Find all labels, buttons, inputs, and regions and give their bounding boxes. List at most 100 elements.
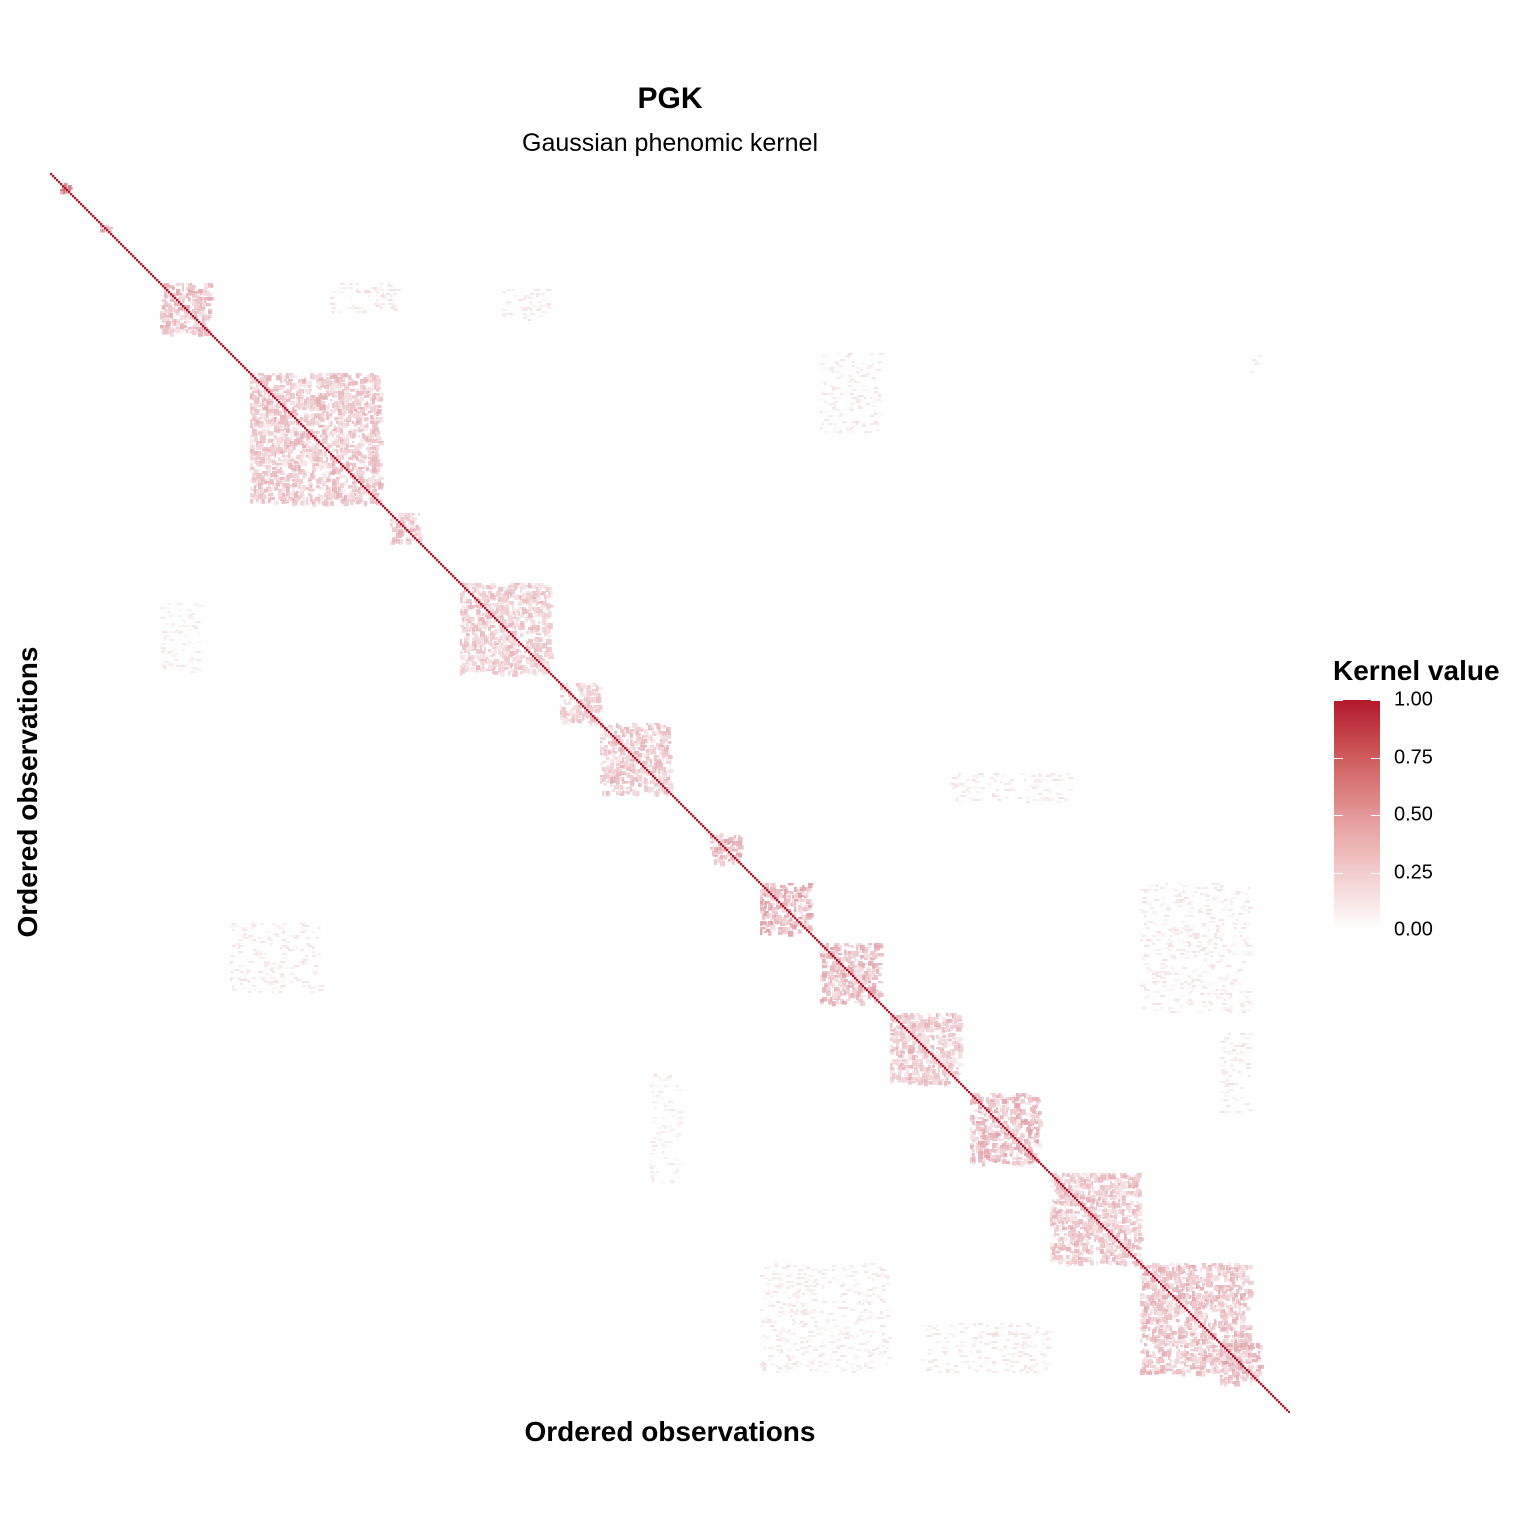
block-cell	[356, 457, 359, 461]
block-cell	[326, 471, 332, 474]
block-cell	[182, 299, 185, 303]
block-cell	[624, 743, 629, 749]
block-cell	[286, 389, 291, 392]
block-cell	[462, 643, 466, 646]
block-cell	[604, 783, 607, 786]
block-cell	[1058, 1255, 1064, 1261]
block-cell	[510, 583, 514, 586]
block-cell	[952, 1033, 956, 1037]
block-cell	[512, 595, 516, 599]
block-cell	[488, 587, 492, 590]
block-cell	[372, 377, 377, 381]
block-cell	[198, 311, 202, 314]
block-cell	[914, 1055, 919, 1058]
block-cell	[280, 451, 285, 454]
block-cell	[1084, 1175, 1088, 1180]
block-cell	[260, 459, 266, 464]
block-cell	[304, 417, 309, 423]
block-cell	[258, 405, 262, 408]
block-cell	[918, 1035, 924, 1041]
block-cell	[598, 709, 603, 712]
block-cell	[172, 287, 175, 290]
block-cell	[1014, 1111, 1018, 1116]
block-cell	[1080, 1251, 1084, 1256]
block-cell	[732, 861, 736, 865]
block-cell	[346, 401, 349, 407]
block-cell	[930, 1081, 933, 1084]
block-cell	[300, 491, 305, 497]
block-cell	[772, 909, 775, 915]
block-cell	[290, 443, 295, 447]
block-cell	[310, 413, 315, 419]
block-cell	[636, 777, 639, 782]
block-cell	[476, 587, 480, 592]
block-cell	[168, 329, 172, 333]
block-cell	[920, 1019, 923, 1025]
block-cell	[760, 889, 763, 892]
block-cell	[664, 781, 668, 786]
block-cell	[872, 969, 875, 973]
block-cell	[584, 711, 589, 714]
block-cell	[266, 461, 269, 467]
block-cell	[304, 403, 308, 406]
block-cell	[540, 637, 544, 640]
block-cell	[1074, 1245, 1078, 1248]
block-cell	[1022, 1109, 1025, 1115]
block-cell	[958, 1047, 964, 1053]
block-cell	[940, 1063, 946, 1066]
block-cell	[1000, 1129, 1003, 1134]
block-cell	[164, 309, 167, 313]
block-cell	[516, 643, 520, 647]
block-cell	[1002, 1147, 1008, 1151]
block-cell	[936, 1055, 942, 1061]
block-cell	[1064, 1237, 1069, 1242]
block-cell	[164, 293, 168, 299]
block-cell	[508, 655, 513, 658]
block-cell	[294, 497, 299, 503]
block-cell	[366, 423, 369, 429]
block-cell	[282, 429, 285, 432]
block-cell	[624, 757, 627, 760]
block-cell	[298, 389, 302, 393]
block-cell	[300, 469, 306, 475]
block-cell	[358, 487, 361, 491]
block-cell	[334, 459, 338, 463]
block-cell	[370, 443, 374, 447]
block-cell	[280, 431, 285, 437]
block-cell	[508, 585, 514, 589]
block-cell	[980, 1153, 983, 1158]
block-cell	[294, 409, 297, 413]
block-cell	[1116, 1185, 1121, 1191]
block-cell	[68, 187, 72, 192]
block-cell	[330, 391, 334, 396]
block-cell	[282, 483, 285, 486]
block-cell	[900, 1033, 905, 1039]
block-cell	[376, 459, 381, 462]
block-cell	[340, 375, 344, 379]
block-cell	[178, 297, 182, 300]
block-cell	[538, 591, 544, 595]
block-cell	[318, 423, 322, 426]
block-cell	[274, 487, 277, 491]
block-cell	[354, 487, 358, 491]
block-cell	[580, 699, 584, 702]
block-cell	[356, 471, 359, 477]
block-cell	[1076, 1233, 1081, 1237]
block-cell	[722, 855, 728, 860]
block-cell	[1078, 1181, 1082, 1185]
block-cell	[734, 835, 737, 839]
block-cell	[714, 855, 718, 858]
block-cell	[890, 1029, 896, 1032]
block-cell	[652, 731, 656, 736]
block-cell	[342, 451, 348, 456]
block-cell	[946, 1077, 949, 1081]
block-cell	[318, 477, 323, 481]
block-cell	[912, 1081, 916, 1084]
block-cell	[292, 465, 296, 468]
block-cell	[838, 945, 843, 949]
block-cell	[890, 1067, 895, 1071]
block-cell	[776, 893, 779, 897]
block-cell	[850, 945, 855, 949]
block-cell	[852, 951, 855, 954]
block-cell	[250, 445, 256, 451]
